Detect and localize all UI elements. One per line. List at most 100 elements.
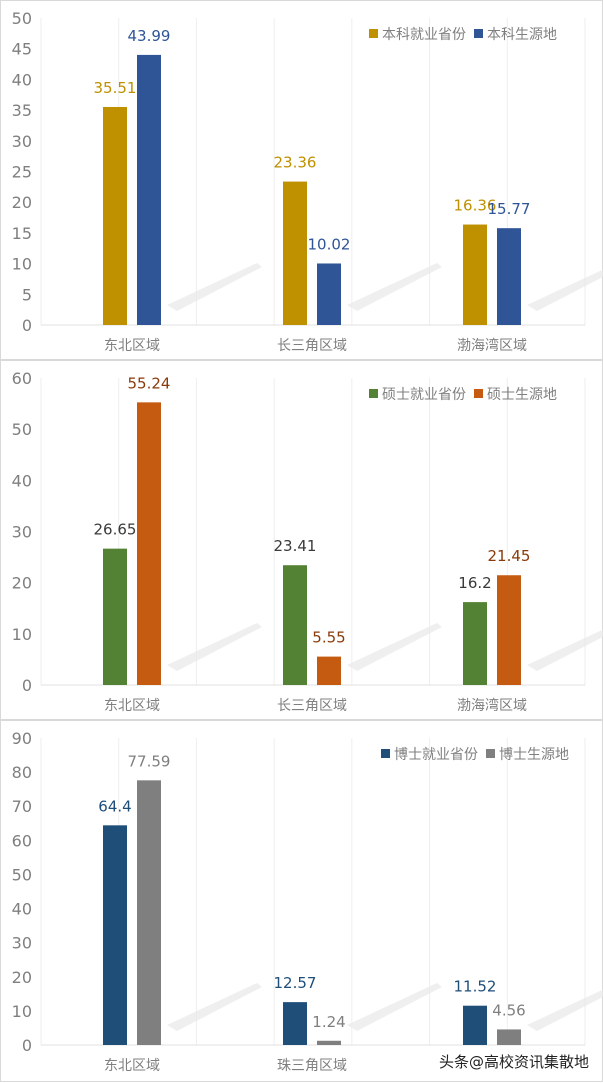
- y-tick-label: 20: [12, 574, 32, 593]
- chart-bachelor: 0 5 10 15 20 25 30 35 40 45 50 东北区域 长三角区域 渤海湾区域 35.51 2…: [12, 9, 603, 354]
- bar: [137, 402, 161, 685]
- data-label: 16.2: [458, 574, 491, 592]
- legend-label: 本科就业省份: [382, 27, 466, 43]
- y-tick-label: 90: [12, 729, 32, 748]
- legend-label: 本科生源地: [487, 27, 557, 43]
- legend-swatch: [486, 749, 495, 758]
- y-tick-label: 60: [12, 369, 32, 388]
- legend-label: 博士生源地: [499, 746, 569, 763]
- bar-shadow: [167, 263, 262, 311]
- bar-shadow: [527, 989, 603, 1031]
- x-tick-label: 长三角区域: [277, 338, 347, 354]
- y-tick-label: 25: [12, 163, 32, 182]
- y-tick-label: 15: [12, 224, 32, 243]
- data-label: 10.02: [308, 235, 351, 253]
- y-tick-label: 50: [12, 865, 32, 884]
- x-tick-label: 渤海湾区域: [457, 337, 527, 354]
- bar: [137, 780, 161, 1045]
- y-tick-label: 10: [12, 1002, 32, 1021]
- bar: [283, 565, 307, 685]
- x-tick-label: 渤海湾区域: [457, 697, 527, 714]
- y-tick-label: 0: [22, 676, 32, 695]
- legend-swatch: [369, 29, 378, 38]
- bar-shadow: [347, 983, 442, 1031]
- bar: [103, 106, 127, 325]
- data-label: 64.4: [98, 797, 131, 815]
- watermark: 头条@高校资讯集散地: [438, 1053, 589, 1071]
- y-tick-label: 35: [12, 101, 32, 120]
- bar: [317, 1040, 341, 1045]
- y-tick-label: 50: [12, 9, 32, 28]
- y-tick-label: 30: [12, 523, 32, 542]
- x-tick-label: 珠三角区域: [277, 1058, 347, 1074]
- data-label: 55.24: [128, 374, 171, 392]
- y-tick-label: 30: [12, 934, 32, 953]
- bar: [497, 1029, 521, 1045]
- x-tick-label: 东北区域: [104, 698, 160, 714]
- x-tick-label: 长三角区域: [277, 698, 347, 714]
- bar: [137, 54, 161, 326]
- bar-shadow: [167, 983, 262, 1031]
- bar-shadow: [347, 263, 442, 311]
- bar-shadow: [527, 629, 603, 671]
- data-label: 21.45: [488, 547, 531, 565]
- bar: [317, 656, 341, 685]
- y-tick-label: 70: [12, 797, 32, 816]
- bar: [283, 1002, 307, 1045]
- bar: [463, 224, 487, 325]
- y-tick-label: 0: [22, 1036, 32, 1055]
- legend-swatch: [474, 29, 483, 38]
- data-label: 23.36: [274, 154, 317, 172]
- legend-swatch: [474, 389, 483, 398]
- y-tick-label: 10: [12, 625, 32, 644]
- legend-swatch: [369, 389, 378, 398]
- y-tick-label: 30: [12, 132, 32, 151]
- bar-shadow: [527, 269, 603, 311]
- legend-swatch: [381, 749, 390, 758]
- y-tick-label: 10: [12, 255, 32, 274]
- y-tick-label: 5: [22, 285, 32, 304]
- legend-label: 硕士生源地: [487, 387, 557, 403]
- data-label: 35.51: [94, 79, 137, 97]
- data-label: 15.77: [488, 200, 531, 218]
- chart-panel-master: 0 10 20 30 40 50 60 东北区域 长三角区域 渤海湾区域 26.65 23.41 16.…: [0, 360, 603, 720]
- data-label: 16.36: [454, 197, 497, 215]
- y-tick-label: 20: [12, 193, 32, 212]
- bar-shadow: [167, 623, 262, 671]
- y-tick-label: 20: [12, 968, 32, 987]
- data-label: 23.41: [274, 537, 317, 555]
- data-label: 26.65: [94, 521, 137, 539]
- y-tick-label: 45: [12, 40, 32, 59]
- x-tick-label: 东北区域: [104, 1058, 160, 1074]
- y-tick-label: 50: [12, 420, 32, 439]
- data-label: 5.55: [312, 629, 345, 647]
- y-tick-label: 40: [12, 70, 32, 89]
- data-label: 12.57: [274, 974, 317, 992]
- bar: [463, 1005, 487, 1045]
- bar: [283, 181, 307, 325]
- bar: [317, 263, 341, 325]
- bar: [103, 548, 127, 685]
- chart-panel-doctor: 0 10 20 30 40 50 60 70 80 90 东北区域 珠三角区域 64.4 12.57 11.…: [0, 720, 603, 1082]
- data-label: 4.56: [492, 1001, 525, 1019]
- y-tick-label: 40: [12, 471, 32, 490]
- bar-shadow: [347, 623, 442, 671]
- x-tick-label: 东北区域: [104, 338, 160, 354]
- legend-label: 硕士就业省份: [382, 387, 466, 403]
- y-tick-label: 0: [22, 316, 32, 335]
- chart-doctor: 0 10 20 30 40 50 60 70 80 90 东北区域 珠三角区域 64.4 12.57 11.…: [12, 729, 603, 1074]
- data-label: 1.24: [312, 1013, 345, 1031]
- y-tick-label: 80: [12, 763, 32, 782]
- y-tick-label: 60: [12, 831, 32, 850]
- chart-master: 0 10 20 30 40 50 60 东北区域 长三角区域 渤海湾区域 26.65 23.41 16.…: [12, 369, 603, 714]
- data-label: 77.59: [128, 752, 171, 770]
- bar: [463, 602, 487, 685]
- y-tick-label: 40: [12, 900, 32, 919]
- bar: [497, 575, 521, 685]
- chart-panel-bachelor: 0 5 10 15 20 25 30 35 40 45 50 东北区域 长三角区域 渤海湾区域 35.51 2…: [0, 0, 603, 360]
- bar: [497, 228, 521, 325]
- data-label: 43.99: [128, 27, 171, 45]
- data-label: 11.52: [454, 978, 497, 996]
- legend-label: 博士就业省份: [394, 746, 478, 763]
- bar: [103, 825, 127, 1045]
